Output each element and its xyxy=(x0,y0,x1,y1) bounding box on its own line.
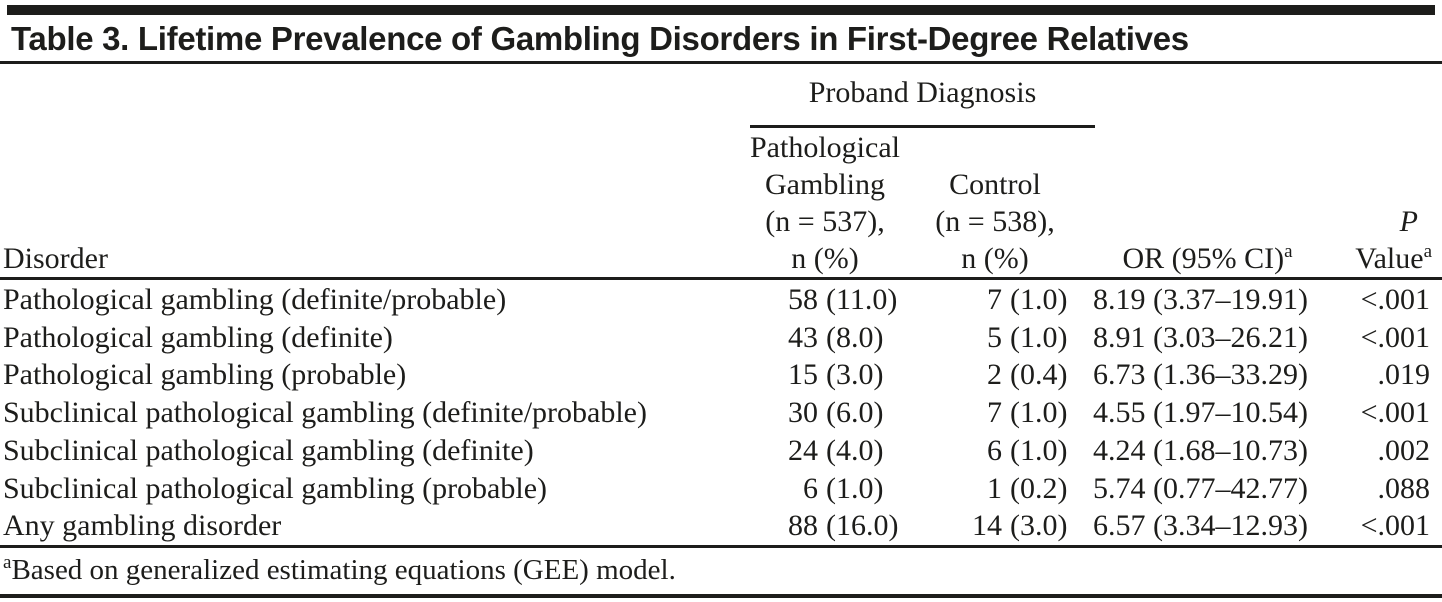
ctl-n-cell: 5 xyxy=(987,320,1002,354)
header-line: (n = 537), xyxy=(765,205,885,238)
header-line: n (%) xyxy=(791,242,859,275)
ctl-pct-cell: (3.0) xyxy=(1010,509,1068,543)
disorder-cell: Subclinical pathological gambling (defin… xyxy=(3,396,647,430)
p-label: P xyxy=(1399,205,1418,238)
value-label: Valuea xyxy=(1330,240,1432,277)
table-row: Pathological gambling (probable) 15 (3.0… xyxy=(0,356,1442,394)
disorder-cell: Pathological gambling (definite) xyxy=(3,320,393,354)
column-header-disorder: Disorder xyxy=(3,242,108,275)
or-ci-label: OR (95% CI) xyxy=(1122,242,1285,275)
p-value-cell: .019 xyxy=(1377,358,1431,392)
table-footnote: aBased on generalized estimating equatio… xyxy=(3,550,1433,590)
pg-pct-cell: (11.0) xyxy=(826,283,898,316)
header-line: Gambling xyxy=(765,168,885,201)
pg-pct-cell: (1.0) xyxy=(826,471,884,505)
p-value-cell: .088 xyxy=(1377,471,1431,505)
title-divider-rule xyxy=(0,61,1442,64)
or-ci-cell: 8.19 (3.37–19.91) xyxy=(1093,283,1308,316)
disorder-cell: Pathological gambling (probable) xyxy=(3,358,407,392)
ctl-pct-cell: (1.0) xyxy=(1010,320,1068,354)
table-row: Subclinical pathological gambling (defin… xyxy=(0,394,1442,432)
pg-n-cell: 58 xyxy=(788,283,818,316)
disorder-cell: Subclinical pathological gambling (proba… xyxy=(3,471,548,505)
pg-pct-cell: (4.0) xyxy=(826,433,884,467)
ctl-n-cell: 1 xyxy=(987,471,1002,505)
ctl-pct-cell: (0.4) xyxy=(1010,358,1068,392)
footnote-marker: a xyxy=(1423,241,1432,262)
column-header-p-value: P Valuea xyxy=(1330,203,1432,277)
p-value-cell: .002 xyxy=(1377,433,1431,467)
column-header-pathological-gambling: Pathological Gambling (n = 537), n (%) xyxy=(735,129,915,277)
header-divider-rule xyxy=(0,277,1442,280)
or-ci-cell: 6.57 (3.34–12.93) xyxy=(1093,509,1308,543)
disorder-cell: Pathological gambling (definite/probable… xyxy=(3,283,507,316)
ctl-pct-cell: (1.0) xyxy=(1010,433,1068,467)
footnote-marker: a xyxy=(3,552,12,573)
p-value-cell: <.001 xyxy=(1360,283,1430,316)
top-rule-bar xyxy=(7,5,1435,15)
ctl-n-cell: 7 xyxy=(987,283,1002,316)
pg-n-cell: 30 xyxy=(788,396,818,430)
pg-n-cell: 15 xyxy=(788,358,818,392)
ctl-pct-cell: (0.2) xyxy=(1010,471,1068,505)
p-value-cell: <.001 xyxy=(1360,396,1430,430)
or-ci-cell: 8.91 (3.03–26.21) xyxy=(1093,320,1308,354)
table-title: Table 3. Lifetime Prevalence of Gambling… xyxy=(11,20,1189,57)
column-header-control: Control (n = 538), n (%) xyxy=(905,166,1085,277)
spanner-header-proband-diagnosis: Proband Diagnosis xyxy=(750,74,1095,128)
pg-pct-cell: (6.0) xyxy=(826,396,884,430)
p-value-cell: <.001 xyxy=(1360,320,1430,354)
ctl-n-cell: 6 xyxy=(987,433,1002,467)
or-ci-cell: 5.74 (0.77–42.77) xyxy=(1093,471,1308,505)
header-line: Control xyxy=(949,168,1041,201)
pg-n-cell: 43 xyxy=(788,320,818,354)
ctl-n-cell: 2 xyxy=(987,358,1002,392)
pg-n-cell: 24 xyxy=(788,433,818,467)
header-line: Pathological xyxy=(750,131,900,164)
or-ci-cell: 4.24 (1.68–10.73) xyxy=(1093,433,1308,467)
pg-pct-cell: (8.0) xyxy=(826,320,884,354)
or-ci-cell: 4.55 (1.97–10.54) xyxy=(1093,396,1308,430)
pg-n-cell: 88 xyxy=(788,509,818,543)
footnote-text: Based on generalized estimating equation… xyxy=(11,554,676,586)
table-row: Subclinical pathological gambling (proba… xyxy=(0,470,1442,508)
ctl-pct-cell: (1.0) xyxy=(1010,283,1068,316)
ctl-n-cell: 7 xyxy=(987,396,1002,430)
ctl-pct-cell: (1.0) xyxy=(1010,396,1068,430)
column-header-or-ci: OR (95% CI)a xyxy=(1085,240,1330,277)
disorder-cell: Subclinical pathological gambling (defin… xyxy=(3,433,534,467)
disorder-cell: Any gambling disorder xyxy=(3,509,282,543)
ctl-n-cell: 14 xyxy=(972,509,1002,543)
or-ci-cell: 6.73 (1.36–33.29) xyxy=(1093,358,1308,392)
pg-n-cell: 6 xyxy=(803,471,818,505)
p-value-cell: <.001 xyxy=(1360,509,1430,543)
pg-pct-cell: (16.0) xyxy=(826,509,899,543)
pg-pct-cell: (3.0) xyxy=(826,358,884,392)
table-row: Subclinical pathological gambling (defin… xyxy=(0,432,1442,470)
footnote-marker: a xyxy=(1284,241,1293,262)
header-line: n (%) xyxy=(961,242,1029,275)
header-line: (n = 538), xyxy=(935,205,1055,238)
table-row: Pathological gambling (definite) 43 (8.0… xyxy=(0,319,1442,357)
body-divider-rule xyxy=(0,545,1442,548)
bottom-rule xyxy=(0,594,1442,598)
value-text: Value xyxy=(1355,242,1424,275)
table-row: Any gambling disorder 88 (16.0) 14 (3.0)… xyxy=(0,507,1442,545)
table-row: Pathological gambling (definite/probable… xyxy=(0,281,1442,319)
